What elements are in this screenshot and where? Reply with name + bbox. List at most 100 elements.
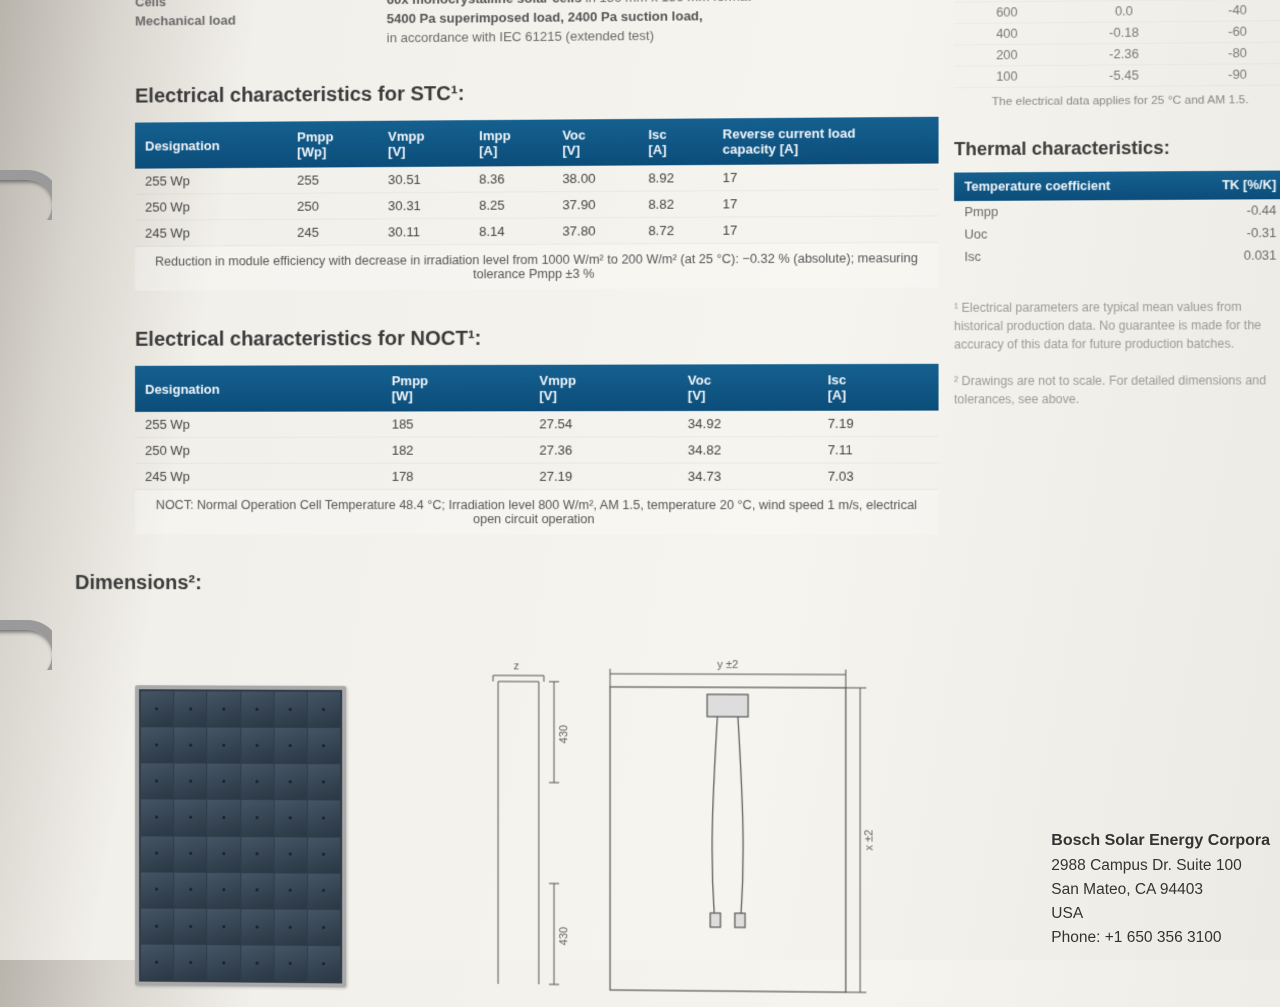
- cell: 34.73: [678, 463, 818, 489]
- table-row: 245 Wp17827.1934.737.03: [135, 463, 939, 490]
- solar-panel-photo: [135, 685, 346, 987]
- th: Pmpp[W]: [381, 365, 529, 412]
- cell: 37.80: [552, 218, 638, 245]
- cell: 27.54: [529, 411, 677, 437]
- cell: -5.45: [1060, 64, 1188, 86]
- cell: 38.00: [552, 165, 638, 191]
- thermal-table: Temperature coefficient TK [%/K] Pmpp-0.…: [954, 171, 1280, 269]
- cell: -0.31: [1183, 222, 1280, 245]
- irradiance-caption: The electrical data applies for 25 °C an…: [954, 92, 1280, 111]
- th: Vmpp[V]: [378, 120, 469, 167]
- cell: 34.82: [678, 437, 818, 463]
- dim-x: x ±2: [863, 830, 875, 851]
- table-row: Isc0.031: [954, 244, 1280, 268]
- th: Impp[A]: [469, 120, 552, 167]
- cell: 245: [287, 219, 378, 246]
- cell: -90: [1188, 64, 1280, 86]
- cell: -60: [1188, 21, 1280, 43]
- th: Isc[A]: [817, 364, 938, 411]
- th: Voc[V]: [678, 364, 818, 411]
- table-row: Pmpp-0.44: [954, 199, 1280, 223]
- cell: 30.31: [378, 192, 469, 219]
- addr-line: San Mateo, CA 94403: [1051, 878, 1270, 902]
- addr-line: Bosch Solar Energy Corpora: [1051, 829, 1270, 854]
- table-row: 255 Wp18527.5434.927.19: [135, 411, 939, 438]
- dim-430: 430: [558, 927, 570, 946]
- cell: -0.44: [1183, 199, 1280, 222]
- cell: 7.03: [817, 463, 938, 489]
- cell: 17: [712, 216, 938, 244]
- spec-value: 5400 Pa superimposed load, 2400 Pa sucti…: [387, 8, 703, 26]
- technical-drawing: z 430 430: [437, 651, 907, 998]
- th: Isc[A]: [638, 118, 712, 165]
- cell: 250 Wp: [135, 193, 287, 220]
- th: Pmpp[Wp]: [287, 121, 378, 168]
- dim-430: 430: [558, 725, 570, 744]
- cell: 8.36: [469, 166, 552, 192]
- cell: 8.72: [638, 217, 712, 244]
- footnotes: ¹ Electrical parameters are typical mean…: [954, 298, 1280, 409]
- cell: 0.0: [1060, 0, 1188, 23]
- right-column: 8000.0-206000.0-40400-0.18-60200-2.36-80…: [954, 0, 1280, 427]
- dim-z: z: [514, 660, 520, 672]
- cell: 182: [381, 437, 529, 463]
- th: Voc[V]: [552, 119, 638, 166]
- cell: 400: [954, 23, 1060, 45]
- section-title-dimensions: Dimensions²:: [75, 572, 1266, 597]
- table-row: 6000.0-40: [954, 0, 1280, 24]
- cell: Uoc: [954, 222, 1183, 246]
- cell: 0.031: [1183, 244, 1280, 267]
- th: Vmpp[V]: [529, 364, 677, 411]
- cell: 27.19: [529, 463, 677, 489]
- noct-table: DesignationPmpp[W]Vmpp[V]Voc[V]Isc[A] 25…: [135, 364, 939, 535]
- cell: 34.92: [678, 411, 818, 437]
- table-row: 245 Wp24530.118.1437.808.7217: [135, 216, 939, 246]
- th: TK [%/K]: [1183, 171, 1280, 200]
- cell: Pmpp: [954, 200, 1183, 224]
- cell: 27.36: [529, 437, 677, 463]
- table-row: 250 Wp18227.3634.827.11: [135, 437, 939, 464]
- cell: -0.18: [1060, 21, 1188, 44]
- noct-footnote: NOCT: Normal Operation Cell Temperature …: [135, 489, 939, 534]
- cell: 37.90: [552, 191, 638, 218]
- cell: 30.51: [378, 167, 469, 193]
- addr-line: 2988 Campus Dr. Suite 100: [1051, 854, 1270, 878]
- cell: 255: [287, 167, 378, 193]
- binder-ring: [0, 620, 52, 670]
- addr-line: USA: [1051, 902, 1270, 926]
- company-address: Bosch Solar Energy Corpora 2988 Campus D…: [1051, 829, 1270, 950]
- spec-label: Cells: [135, 0, 387, 9]
- addr-line: Phone: +1 650 356 3100: [1051, 926, 1270, 950]
- cell: 8.14: [469, 218, 552, 245]
- footnote: ² Drawings are not to scale. For detaile…: [954, 371, 1280, 408]
- cell: 17: [712, 164, 938, 191]
- cell: 7.11: [817, 437, 938, 464]
- th: Temperature coefficient: [954, 171, 1183, 201]
- dim-y: y ±2: [717, 659, 738, 671]
- cell: 8.92: [638, 165, 712, 191]
- th: Designation: [135, 121, 287, 168]
- cell: 245 Wp: [135, 219, 287, 246]
- spec-label: [135, 30, 387, 47]
- table-row: 100-5.45-90: [954, 64, 1280, 88]
- binder-ring: [0, 170, 52, 220]
- spec-value: 60x monocrystalline solar cells in 156 m…: [387, 0, 751, 7]
- cell: 600: [954, 1, 1060, 23]
- section-title-thermal: Thermal characteristics:: [954, 137, 1280, 161]
- cell: 200: [954, 44, 1060, 66]
- footnote: ¹ Electrical parameters are typical mean…: [954, 298, 1280, 354]
- spec-label: Mechanical load: [135, 11, 387, 28]
- spec-value: in accordance with IEC 61215 (extended t…: [387, 28, 654, 45]
- table-row: Uoc-0.31: [954, 222, 1280, 246]
- cell: 255 Wp: [135, 168, 287, 194]
- cell: 185: [381, 411, 529, 437]
- th: Reverse current loadcapacity [A]: [712, 117, 938, 165]
- table-row: 400-0.18-60: [954, 21, 1280, 45]
- cell: 8.25: [469, 192, 552, 219]
- th: Designation: [135, 365, 381, 412]
- stc-table: DesignationPmpp[Wp]Vmpp[V]Impp[A]Voc[V]I…: [135, 117, 939, 291]
- cell: 255 Wp: [135, 411, 381, 437]
- cell: 250 Wp: [135, 437, 381, 463]
- cell: 245 Wp: [135, 463, 381, 489]
- cell: -80: [1188, 42, 1280, 64]
